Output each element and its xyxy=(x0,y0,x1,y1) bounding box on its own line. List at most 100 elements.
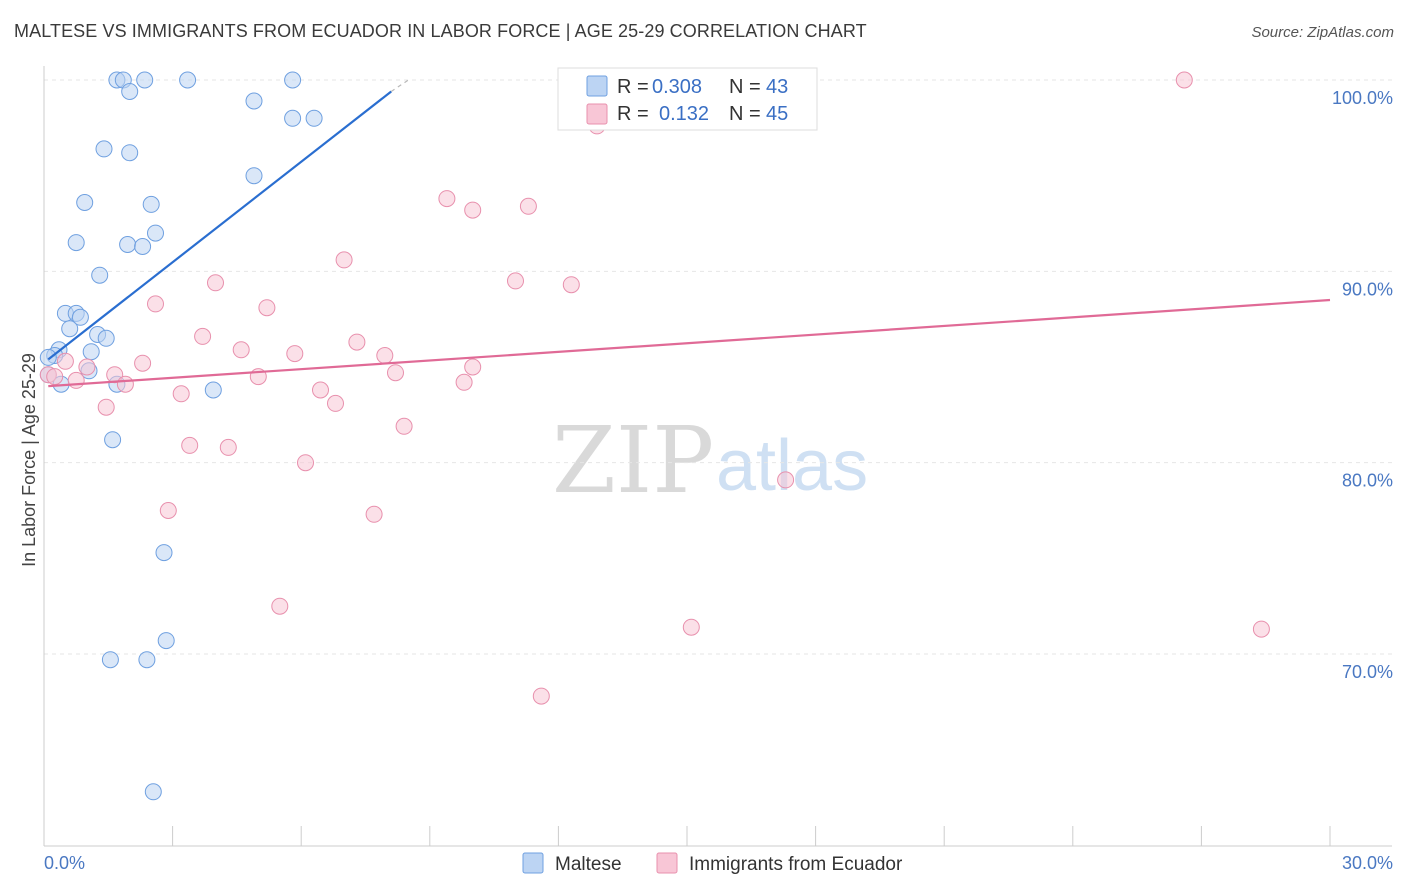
ecuador-point-33 xyxy=(395,417,413,435)
maltese-point-28 xyxy=(39,348,57,366)
bottom-legend-swatch-maltese xyxy=(522,852,544,874)
maltese-point-11 xyxy=(245,167,263,185)
ecuador-point-37 xyxy=(777,471,795,489)
gridlines xyxy=(44,79,1392,655)
ecuador-point-31 xyxy=(327,394,344,412)
axes xyxy=(43,66,1392,847)
ecuador-point-8 xyxy=(507,272,524,290)
maltese-point-38 xyxy=(138,651,156,669)
watermark: ZIP atlas xyxy=(552,407,868,514)
maltese-point-36 xyxy=(157,632,175,650)
maltese-point-18 xyxy=(91,266,109,284)
legend-n-label-ecuador: N = xyxy=(729,103,761,125)
maltese-point-5 xyxy=(121,83,139,100)
ecuador-point-41 xyxy=(682,618,700,636)
source-label: Source: ZipAtlas.com xyxy=(1251,24,1394,41)
ecuador-point-39 xyxy=(365,505,383,523)
ecuador-point-26 xyxy=(67,371,85,389)
ecuador-point-25 xyxy=(46,368,64,386)
ecuador-point-6 xyxy=(335,251,353,269)
ecuador-point-29 xyxy=(312,381,329,399)
watermark-atlas: atlas xyxy=(716,426,868,506)
ecuador-point-16 xyxy=(376,347,394,364)
ecuador-point-19 xyxy=(464,358,482,376)
maltese-point-15 xyxy=(67,234,85,252)
maltese-point-9 xyxy=(95,140,113,158)
ecuador-point-12 xyxy=(194,327,212,345)
maltese-point-24 xyxy=(97,329,115,347)
y-tick-label-100: 100.0% xyxy=(1332,88,1393,108)
maltese-point-7 xyxy=(284,109,302,127)
ecuador-point-7 xyxy=(207,274,224,292)
watermark-zip: ZIP xyxy=(552,407,714,514)
legend-r-label-ecuador: R = xyxy=(617,103,649,125)
maltese-point-13 xyxy=(142,195,160,213)
legend-swatch-ecuador xyxy=(586,103,608,125)
maltese-point-14 xyxy=(147,224,164,242)
maltese-point-8 xyxy=(305,109,323,127)
ecuador-point-4 xyxy=(464,201,482,219)
ecuador-point-34 xyxy=(181,436,199,454)
ecuador-point-15 xyxy=(286,345,304,363)
x-tick-label-30: 30.0% xyxy=(1342,853,1393,873)
ecuador-point-30 xyxy=(172,385,190,403)
legend-swatch-maltese xyxy=(586,75,608,97)
ecuador-point-38 xyxy=(159,502,177,519)
chart-title: MALTESE VS IMMIGRANTS FROM ECUADOR IN LA… xyxy=(14,21,867,41)
maltese-point-10 xyxy=(121,144,139,162)
ecuador-point-11 xyxy=(258,299,276,317)
maltese-trend-line xyxy=(47,90,392,361)
maltese-point-22 xyxy=(61,320,79,338)
ecuador-point-23 xyxy=(387,364,404,382)
ecuador-point-10 xyxy=(147,295,164,313)
y-tick-label-90: 90.0% xyxy=(1342,279,1393,299)
maltese-point-4 xyxy=(284,71,302,89)
maltese-trend-extension xyxy=(390,79,409,92)
ecuador-point-32 xyxy=(97,398,115,416)
maltese-point-16 xyxy=(119,236,137,253)
x-tick-label-0: 0.0% xyxy=(44,853,85,873)
ecuador-point-40 xyxy=(271,597,289,615)
y-tick-labels: 100.0% 90.0% 80.0% 70.0% xyxy=(1332,88,1393,682)
maltese-point-25 xyxy=(82,343,100,361)
maltese-point-21 xyxy=(71,308,89,326)
maltese-point-37 xyxy=(101,651,119,669)
ecuador-point-35 xyxy=(219,438,237,456)
x-tick-labels: 0.0% 30.0% xyxy=(44,853,1393,873)
y-tick-label-70: 70.0% xyxy=(1342,662,1393,682)
maltese-point-6 xyxy=(245,92,263,110)
y-axis-label: In Labor Force | Age 25-29 xyxy=(19,353,39,567)
maltese-point-17 xyxy=(134,238,152,255)
ecuador-point-9 xyxy=(562,276,580,294)
y-tick-label-80: 80.0% xyxy=(1342,471,1393,491)
bottom-legend-label-ecuador: Immigrants from Ecuador xyxy=(689,854,903,875)
maltese-point-39 xyxy=(144,783,162,801)
ecuador-point-36 xyxy=(297,454,314,472)
data-points xyxy=(39,71,1270,801)
ecuador-point-20 xyxy=(78,358,96,376)
ecuador-point-28 xyxy=(116,375,134,393)
legend-r-value-ecuador: 0.132 xyxy=(659,103,709,125)
ecuador-point-17 xyxy=(134,354,152,372)
maltese-point-33 xyxy=(204,381,222,399)
ecuador-point-42 xyxy=(1252,620,1270,638)
ecuador-point-43 xyxy=(532,687,550,705)
ecuador-point-13 xyxy=(348,333,366,351)
bottom-legend-label-maltese: Maltese xyxy=(555,854,622,875)
legend-n-label-maltese: N = xyxy=(729,76,761,98)
maltese-point-2 xyxy=(136,71,154,89)
correlation-legend: R = 0.308 N = 43 R = 0.132 N = 45 xyxy=(557,67,818,131)
ecuador-point-14 xyxy=(232,341,250,359)
ecuador-point-1 xyxy=(1175,71,1193,89)
ecuador-point-27 xyxy=(455,373,473,391)
ecuador-point-3 xyxy=(438,190,456,208)
ecuador-trend-line xyxy=(48,298,1331,388)
maltese-point-3 xyxy=(179,71,197,89)
legend-n-value-ecuador: 45 xyxy=(766,103,788,125)
legend-r-value-maltese: 0.308 xyxy=(652,76,702,98)
ecuador-point-18 xyxy=(56,352,74,370)
series-legend: Maltese Immigrants from Ecuador xyxy=(522,852,903,875)
ecuador-point-5 xyxy=(519,197,537,215)
trend-lines xyxy=(47,79,1331,388)
